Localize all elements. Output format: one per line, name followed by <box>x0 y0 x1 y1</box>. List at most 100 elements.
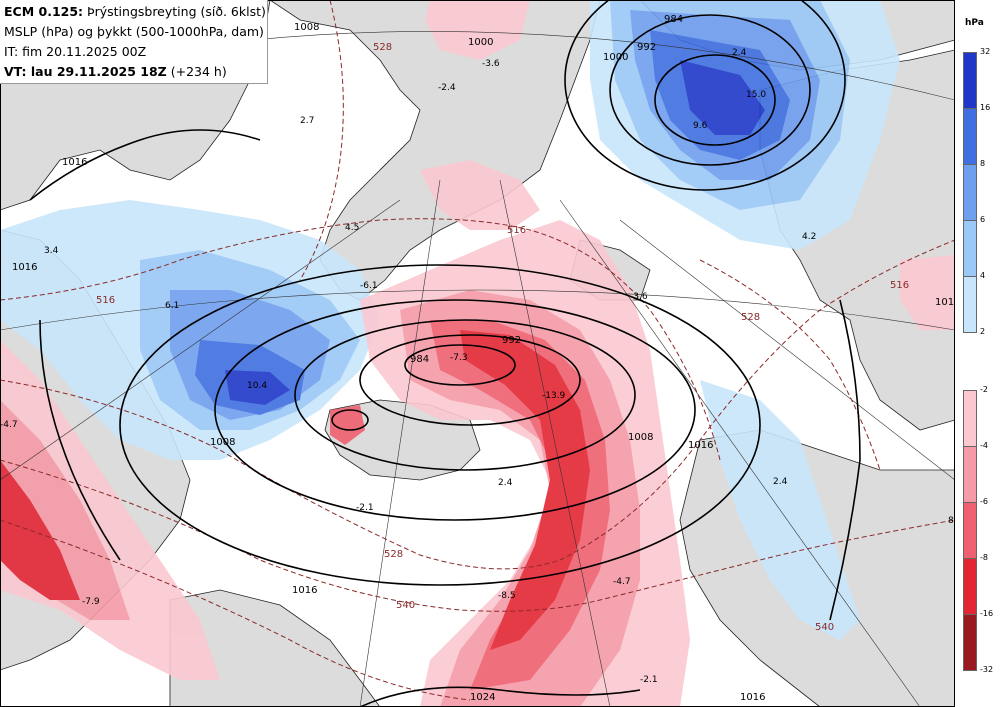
legend-fall-tick-16: -16 <box>980 609 994 618</box>
legend-rise-tick-32: 32 <box>980 47 991 56</box>
change-label-15: 4.2 <box>802 232 816 242</box>
change-label-4: 9.6 <box>693 121 708 131</box>
title-line-1: ECM 0.125: Þrýstingsbreyting (síð. 6klst… <box>4 2 267 22</box>
fall-area-main-8 <box>460 330 590 650</box>
isobar-label-6: 984 <box>410 354 429 365</box>
isobar-1016 <box>119 264 761 586</box>
meridian-4 <box>619 219 955 481</box>
thickness-label-1: 528 <box>373 42 392 53</box>
meridian-5 <box>0 199 401 481</box>
thickness-labels: 528 516 516 528 540 528 516 540 <box>96 42 909 633</box>
isobar-label-7: 992 <box>502 335 521 346</box>
change-label-22: 2.4 <box>773 477 788 487</box>
legend-fall-swatch-6-8 <box>963 502 977 559</box>
legend-fall-tick-32: -32 <box>980 665 994 674</box>
thickness-516-east <box>699 259 881 471</box>
isobar-label-4: 1016 <box>12 262 37 273</box>
change-label-24: 8 <box>948 516 954 526</box>
thickness-label-5: 540 <box>396 600 415 611</box>
legend-fall-swatch-4-6 <box>963 446 977 503</box>
fall-area-iceland-small <box>330 405 365 445</box>
title-box: ECM 0.125: Þrýstingsbreyting (síð. 6klst… <box>0 0 268 84</box>
change-label-14: -3.6 <box>630 292 648 302</box>
change-label-16: -4.7 <box>0 420 18 430</box>
change-label-8: 3.4 <box>44 246 59 256</box>
isobar-west-1016 <box>29 129 261 201</box>
isobar-north-low-1 <box>654 54 776 146</box>
rise-area-north-16 <box>680 60 765 135</box>
pressure-change-labels: -3.6 2.4 15.0 9.6 -2.4 2.7 4.5 3.4 6.1 -… <box>0 48 954 685</box>
isobar-label-12: 1000 <box>603 52 628 63</box>
isobar-label-16: 1016 <box>740 692 765 703</box>
change-label-18: -2.1 <box>356 503 374 513</box>
legend-fall-swatch-16-32 <box>963 614 977 671</box>
thickness-516 <box>0 218 721 461</box>
legend-rise-tick-6: 6 <box>980 215 986 224</box>
change-label-17: 2.4 <box>498 478 513 488</box>
model-name: ECM 0.125: <box>4 4 84 19</box>
thickness-label-3: 516 <box>507 225 526 236</box>
thickness-label-7: 516 <box>890 280 909 291</box>
parallel-1 <box>0 289 955 331</box>
fall-area-sw-8 <box>0 460 80 600</box>
change-label-13: -13.9 <box>542 391 566 401</box>
legend-fall-tick-4: -4 <box>980 441 988 450</box>
isobar-small-low <box>331 409 369 431</box>
change-label-1: -3.6 <box>482 59 500 69</box>
title-line-2: MSLP (hPa) og þykkt (500-1000hPa, dam) <box>4 24 264 39</box>
change-label-5: -2.4 <box>438 83 456 93</box>
isobar-label-5: 1008 <box>210 437 235 448</box>
isobar-labels: 1008 1000 1016 1016 1008 984 992 1008 10… <box>12 14 955 703</box>
change-label-23: -2.1 <box>640 675 658 685</box>
isobar-label-10: 1016 <box>292 585 317 596</box>
thickness-label-2: 516 <box>96 295 115 306</box>
rise-area-west-16 <box>225 370 290 405</box>
isobar-label-1: 1008 <box>294 22 319 33</box>
thickness-label-4: 528 <box>384 549 403 560</box>
legend-rise-swatch-2-4 <box>963 276 977 333</box>
legend-rise-swatch-6-8 <box>963 164 977 221</box>
color-legend: hPa 32 16 8 6 4 2 -2 -4 -6 -8 -16 -32 <box>955 0 1000 707</box>
isobar-992 <box>359 334 581 426</box>
isobar-1008 <box>214 299 696 521</box>
legend-unit: hPa <box>965 18 984 28</box>
change-label-9: 6.1 <box>165 301 179 311</box>
change-label-21: -7.9 <box>82 597 100 607</box>
isobar-label-8: 1008 <box>628 432 653 443</box>
fall-area-east <box>900 255 955 330</box>
change-label-20: -4.7 <box>613 577 631 587</box>
legend-rise-tick-2: 2 <box>980 327 986 336</box>
thickness-label-8: 540 <box>815 622 834 633</box>
product-name: Þrýstingsbreyting (síð. 6klst) <box>87 4 266 19</box>
legend-fall-swatch-8-16 <box>963 558 977 615</box>
legend-fall-tick-8: -8 <box>980 553 988 562</box>
change-label-12: -7.3 <box>450 353 468 363</box>
legend-fall-tick-6: -6 <box>980 497 988 506</box>
change-label-7: 4.5 <box>345 223 359 233</box>
legend-rise-swatch-4-6 <box>963 220 977 277</box>
thickness-label-6: 528 <box>741 312 760 323</box>
title-line-3: IT: fim 20.11.2025 00Z <box>4 44 147 59</box>
legend-rise-tick-16: 16 <box>980 103 991 112</box>
title-line-4: VT: lau 29.11.2025 18Z (+234 h) <box>4 62 267 82</box>
isobar-north-low-3 <box>564 0 846 191</box>
isobar-label-11: 1024 <box>470 692 495 703</box>
isobar-east <box>829 299 861 621</box>
change-label-11: 10.4 <box>247 381 267 391</box>
pressure-change-map: 1008 1000 1016 1016 1008 984 992 1008 10… <box>0 0 955 707</box>
isobars <box>29 0 861 707</box>
isobar-label-9: 1016 <box>688 440 713 451</box>
valid-time: VT: lau 29.11.2025 18Z <box>4 64 167 79</box>
lead-time: (+234 h) <box>170 64 227 79</box>
isobar-984 <box>404 344 516 386</box>
isobar-1024 <box>359 686 641 707</box>
isobar-label-15: 1016 <box>935 297 955 308</box>
thickness-540 <box>0 459 955 612</box>
change-label-10: -6.1 <box>360 281 378 291</box>
pressure-rise-shading <box>0 0 900 640</box>
meridian-3 <box>559 199 921 707</box>
land-bottom-left <box>169 589 381 707</box>
thickness-contours <box>0 0 955 701</box>
thickness-528-north <box>299 0 344 281</box>
legend-rise-swatch-16-32 <box>963 52 977 109</box>
